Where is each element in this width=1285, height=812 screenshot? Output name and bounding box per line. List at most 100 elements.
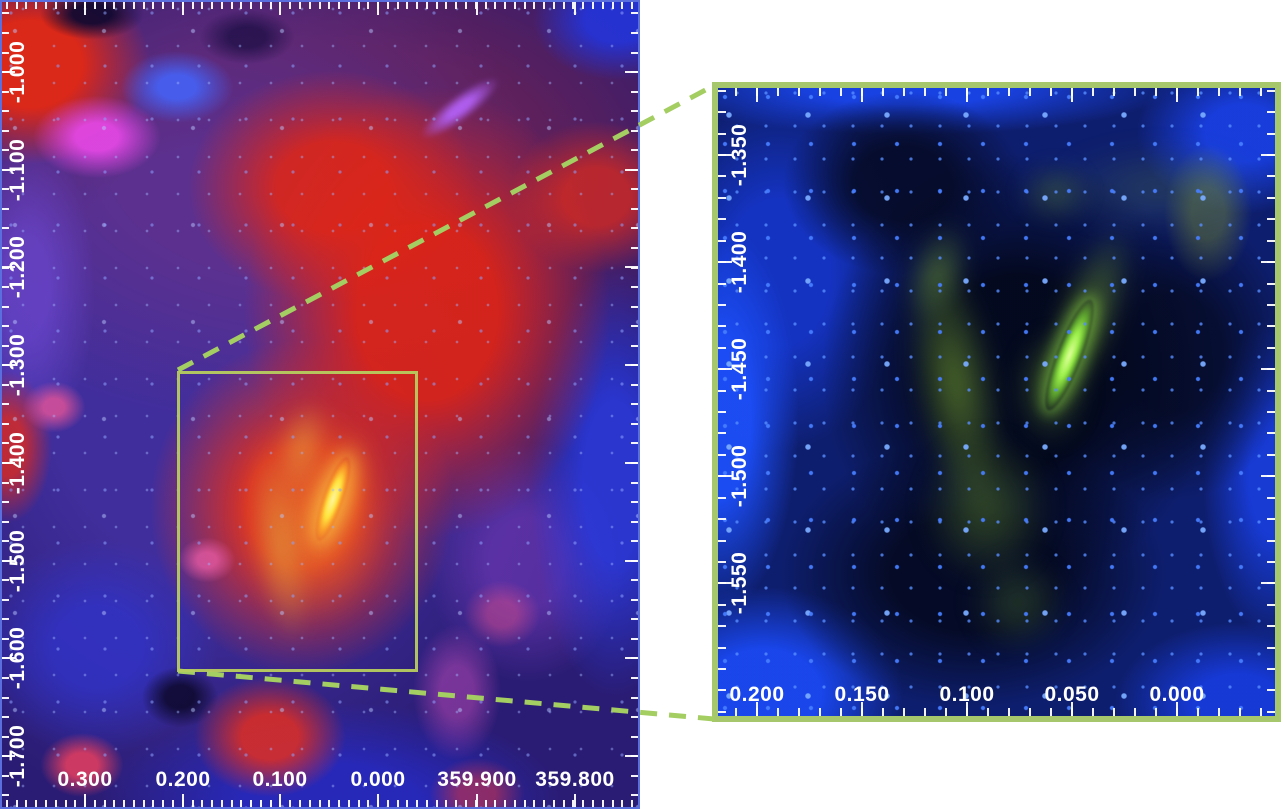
axis-tick: [631, 246, 638, 249]
axis-tick: [1050, 88, 1052, 96]
axis-tick: [308, 800, 311, 807]
axis-tick: [631, 305, 638, 308]
axis-tick: [2, 71, 15, 73]
x-tick-label: 0.150: [834, 683, 890, 706]
axis-tick: [2, 31, 9, 34]
axis-tick: [396, 800, 399, 807]
axis-tick: [201, 800, 204, 807]
axis-tick: [718, 282, 726, 285]
axis-tick: [54, 2, 57, 9]
axis-tick: [625, 559, 638, 562]
axis-tick: [2, 735, 9, 738]
axis-tick: [552, 2, 555, 9]
axis-tick: [1267, 282, 1275, 285]
axis-tick: [777, 708, 779, 716]
axis-tick: [367, 800, 370, 807]
axis-tick: [631, 540, 638, 543]
axis-tick: [625, 266, 638, 269]
axis-tick: [735, 708, 737, 716]
x-tick-label: 0.200: [155, 768, 211, 791]
axis-tick: [1267, 625, 1275, 628]
axis-tick: [123, 800, 126, 807]
axis-tick: [1113, 88, 1115, 96]
axis-tick: [574, 794, 576, 807]
axis-tick: [2, 696, 9, 699]
axis-tick: [15, 800, 18, 807]
y-tick-label: -1.550: [728, 551, 751, 615]
axis-tick: [171, 2, 174, 9]
axis-tick: [465, 2, 467, 9]
axis-tick: [1261, 581, 1275, 584]
axis-tick: [2, 90, 9, 93]
axis-tick: [718, 218, 726, 221]
axis-tick: [1029, 88, 1031, 96]
axis-tick: [1071, 702, 1073, 716]
axis-tick: [1260, 88, 1262, 96]
axis-tick: [819, 88, 821, 96]
axis-tick: [2, 716, 9, 718]
right-panel-image-area: 0.200 0.150 0.100 0.050 0.000 -1.350 -1.400 -1.…: [718, 88, 1275, 716]
axis-tick: [1239, 708, 1241, 716]
axis-tick: [44, 800, 47, 807]
axis-tick: [1267, 325, 1275, 328]
axis-tick: [592, 2, 594, 9]
axis-tick: [631, 188, 638, 191]
axis-tick: [2, 794, 9, 797]
axis-tick: [289, 800, 292, 807]
axis-tick: [1092, 708, 1094, 716]
axis-tick: [1267, 689, 1275, 692]
axis-tick: [1092, 88, 1094, 96]
axis-tick: [230, 800, 233, 807]
axis-tick: [631, 51, 638, 54]
y-tick-label: -1.100: [6, 138, 29, 201]
axis-tick: [718, 668, 726, 670]
axis-tick: [220, 2, 223, 9]
axis-tick: [103, 2, 106, 9]
axis-tick: [113, 800, 116, 807]
axis-tick: [718, 646, 726, 649]
axis-tick: [718, 539, 726, 542]
axis-tick: [2, 657, 15, 660]
axis-tick: [631, 129, 638, 132]
axis-tick: [631, 422, 638, 425]
axis-tick: [142, 2, 145, 9]
axis-tick: [357, 2, 360, 9]
axis-tick: [406, 2, 409, 9]
axis-tick: [718, 496, 726, 499]
axis-tick: [35, 800, 38, 807]
axis-tick: [987, 708, 989, 716]
x-tick-label: 0.100: [939, 683, 995, 706]
axis-tick: [1267, 303, 1275, 306]
axis-tick: [103, 800, 106, 807]
axis-tick: [2, 129, 9, 132]
axis-tick: [523, 2, 526, 9]
axis-tick: [1134, 708, 1136, 716]
axis-tick: [621, 800, 624, 807]
axis-tick: [718, 261, 732, 263]
axis-tick: [2, 442, 9, 445]
right-panel-axes: 0.200 0.150 0.100 0.050 0.000 -1.350 -1.400 -1.…: [718, 88, 1275, 716]
axis-tick: [1260, 708, 1262, 716]
axis-tick: [1267, 453, 1275, 456]
axis-tick: [631, 325, 638, 328]
axis-tick: [1261, 475, 1275, 477]
axis-tick: [455, 2, 458, 9]
axis-tick: [1050, 708, 1052, 716]
y-tick-label: -1.350: [728, 123, 751, 187]
axis-tick: [718, 111, 726, 114]
axis-tick: [1134, 88, 1136, 96]
axis-tick: [5, 800, 8, 807]
axis-tick: [631, 90, 638, 93]
axis-tick: [543, 800, 546, 807]
axis-tick: [625, 657, 638, 660]
axis-tick: [416, 800, 419, 807]
axis-tick: [113, 2, 116, 9]
axis-tick: [1008, 708, 1010, 716]
axis-tick: [592, 800, 594, 807]
axis-tick: [631, 800, 634, 807]
axis-tick: [338, 800, 340, 807]
axis-tick: [718, 325, 726, 328]
axis-tick: [945, 88, 947, 96]
axis-tick: [1176, 88, 1178, 102]
axis-tick: [377, 2, 379, 15]
